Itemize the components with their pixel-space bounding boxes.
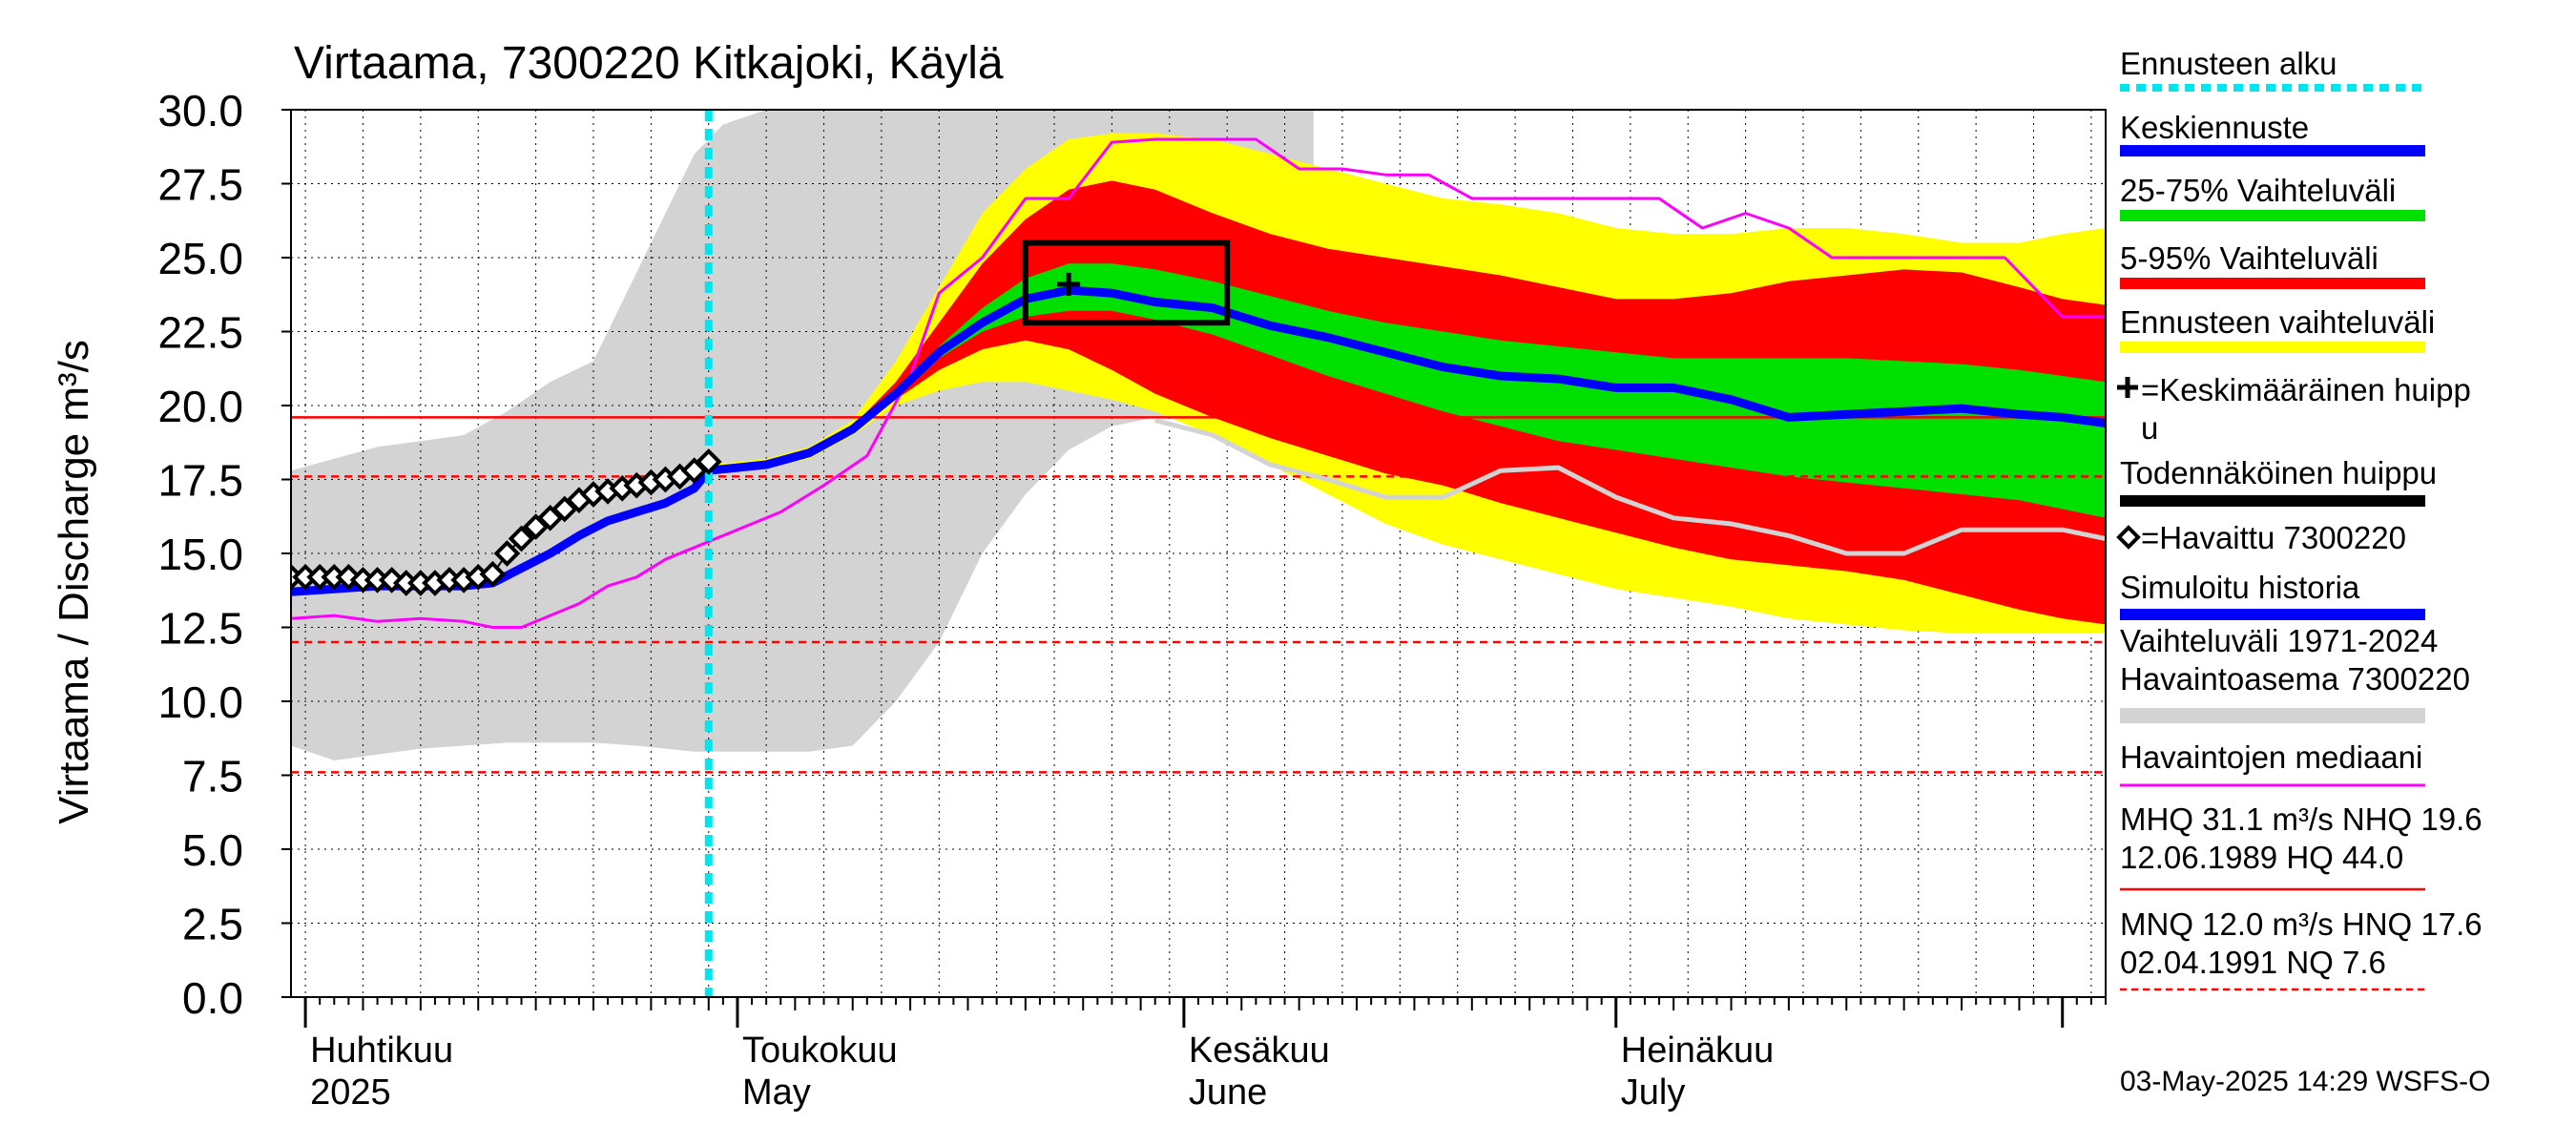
y-tick-label: 0.0 (182, 973, 243, 1023)
legend-label: 5-95% Vaihteluväli (2120, 240, 2379, 276)
legend-label: MNQ 12.0 m³/s HNQ 17.6 (2120, 906, 2483, 942)
y-tick-label: 2.5 (182, 900, 243, 949)
legend-label: Vaihteluväli 1971-2024 (2120, 623, 2438, 658)
legend-item: MHQ 31.1 m³/s NHQ 19.612.06.1989 HQ 44.0 (2120, 802, 2483, 891)
legend-item: =Keskimääräinen huippu (2117, 372, 2471, 446)
legend-item: Simuloitu historia (2120, 570, 2425, 620)
legend-label: Ennusteen alku (2120, 46, 2337, 81)
y-tick-label: 12.5 (157, 604, 243, 654)
month-label-en: July (1621, 1072, 1686, 1113)
mean-peak-marker (1057, 272, 1081, 296)
legend-label: Todennäköinen huippu (2120, 455, 2437, 490)
y-tick-label: 25.0 (157, 234, 243, 283)
y-tick-label: 27.5 (157, 160, 243, 210)
month-label-en: May (742, 1072, 811, 1113)
month-label-fi: Heinäkuu (1621, 1030, 1775, 1071)
observed-point (695, 448, 722, 475)
legend-label: 02.04.1991 NQ 7.6 (2120, 945, 2386, 980)
legend-label: =Keskimääräinen huipp (2141, 372, 2471, 407)
legend-label: Keskiennuste (2120, 110, 2309, 145)
month-label-fi: Kesäkuu (1189, 1030, 1330, 1071)
legend-label: Havaintoasema 7300220 (2120, 661, 2470, 697)
month-label-en: June (1189, 1072, 1267, 1113)
y-tick-label: 22.5 (157, 308, 243, 358)
observed-point (493, 540, 521, 567)
legend-label: 12.06.1989 HQ 44.0 (2120, 840, 2403, 875)
p25-75-band (708, 263, 2106, 518)
legend-item: MNQ 12.0 m³/s HNQ 17.602.04.1991 NQ 7.6 (2120, 906, 2483, 991)
legend-label: Simuloitu historia (2120, 570, 2360, 605)
legend-label: 25-75% Vaihteluväli (2120, 173, 2396, 208)
legend-label: Havaintojen mediaani (2120, 739, 2422, 775)
y-tick-label: 15.0 (157, 530, 243, 579)
legend-diamond-icon (2116, 525, 2141, 550)
legend-plus-icon (2117, 377, 2138, 398)
observed-point (479, 560, 507, 588)
chart-title: Virtaama, 7300220 Kitkajoki, Käylä (294, 38, 1004, 89)
mean-forecast-line (708, 285, 2106, 475)
legend-item: Havaintojen mediaani (2120, 739, 2425, 787)
y-tick-label: 5.0 (182, 825, 243, 875)
legend-item: Ennusteen alku (2120, 46, 2425, 92)
legend-item: Vaihteluväli 1971-2024 Havaintoasema 730… (2120, 623, 2470, 723)
y-tick-label: 17.5 (157, 456, 243, 506)
footer-timestamp: 03-May-2025 14:29 WSFS-O (2120, 1066, 2491, 1097)
probable-peak-box (1022, 239, 1231, 326)
legend-label: =Havaittu 7300220 (2141, 520, 2406, 555)
plot-area: 0.0 2.5 5.0 7.5 10.0 12.5 15.0 17.5 20.0 22.5 25.0… (51, 86, 2107, 1113)
observed-point (508, 525, 535, 552)
legend-item: =Havaittu 7300220 (2116, 520, 2406, 555)
month-label-fi: Toukokuu (742, 1030, 898, 1071)
y-tick-label: 30.0 (157, 86, 243, 135)
legend-item: Ennusteen vaihteluväli (2120, 304, 2435, 353)
observed-median-line (291, 137, 2106, 629)
simulated-observed-line (1154, 418, 2106, 556)
legend-label: MHQ 31.1 m³/s NHQ 19.6 (2120, 802, 2483, 837)
y-tick-label: 20.0 (157, 382, 243, 431)
legend: Ennusteen alku Keskiennuste 25-75% Vaihtel… (2116, 46, 2483, 991)
legend-item: 25-75% Vaihteluväli (2120, 173, 2425, 221)
y-tick-label: 7.5 (182, 752, 243, 802)
y-axis-label: Virtaama / Discharge m³/s (51, 340, 97, 824)
legend-label: u (2141, 410, 2158, 446)
legend-item: Todennäköinen huippu (2120, 455, 2437, 507)
legend-item: 5-95% Vaihteluväli (2120, 240, 2425, 289)
legend-item: Keskiennuste (2120, 110, 2425, 156)
legend-label: Ennusteen vaihteluväli (2120, 304, 2435, 340)
month-label-en: 2025 (310, 1072, 391, 1113)
plot-inner (291, 110, 2106, 997)
month-label-fi: Huhtikuu (310, 1030, 453, 1071)
y-tick-label: 10.0 (157, 677, 243, 727)
